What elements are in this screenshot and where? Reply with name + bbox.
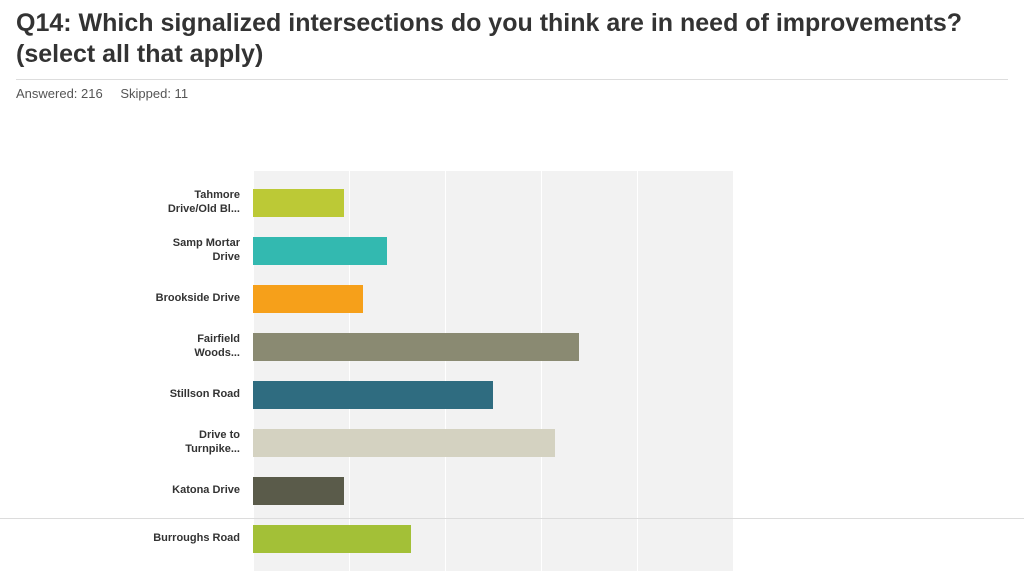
bar-row: Brookside Drive — [16, 275, 736, 323]
bar-label: Drive to Turnpike... — [16, 419, 244, 467]
bar-label: Stillson Road — [16, 371, 244, 419]
bar — [253, 333, 579, 361]
bar-row: Katona Drive — [16, 467, 736, 515]
bar — [253, 237, 387, 265]
bar-label: Samp Mortar Drive — [16, 227, 244, 275]
bar — [253, 477, 344, 505]
bar — [253, 285, 363, 313]
bar — [253, 525, 411, 553]
bar-label: Brookside Drive — [16, 275, 244, 323]
bar — [253, 381, 493, 409]
skipped-count: Skipped: 11 — [120, 86, 188, 101]
bar-row: Burroughs Road — [16, 515, 736, 563]
bar — [253, 189, 344, 217]
bar-row: Samp Mortar Drive — [16, 227, 736, 275]
answered-count: Answered: 216 — [16, 86, 103, 101]
question-title: Q14: Which signalized intersections do y… — [16, 8, 1008, 80]
bar — [253, 429, 555, 457]
bar-label: Burroughs Road — [16, 515, 244, 563]
bar-label: Tahmore Drive/Old Bl... — [16, 179, 244, 227]
bar-label: Fairfield Woods... — [16, 323, 244, 371]
bar-row: Drive to Turnpike... — [16, 419, 736, 467]
bar-label: Katona Drive — [16, 467, 244, 515]
response-meta: Answered: 216 Skipped: 11 — [16, 80, 1008, 101]
bar-chart: Tahmore Drive/Old Bl...Samp Mortar Drive… — [16, 171, 736, 571]
page-footer-rule — [0, 518, 1024, 519]
bar-row: Stillson Road — [16, 371, 736, 419]
bar-row: Tahmore Drive/Old Bl... — [16, 179, 736, 227]
bar-row: Fairfield Woods... — [16, 323, 736, 371]
